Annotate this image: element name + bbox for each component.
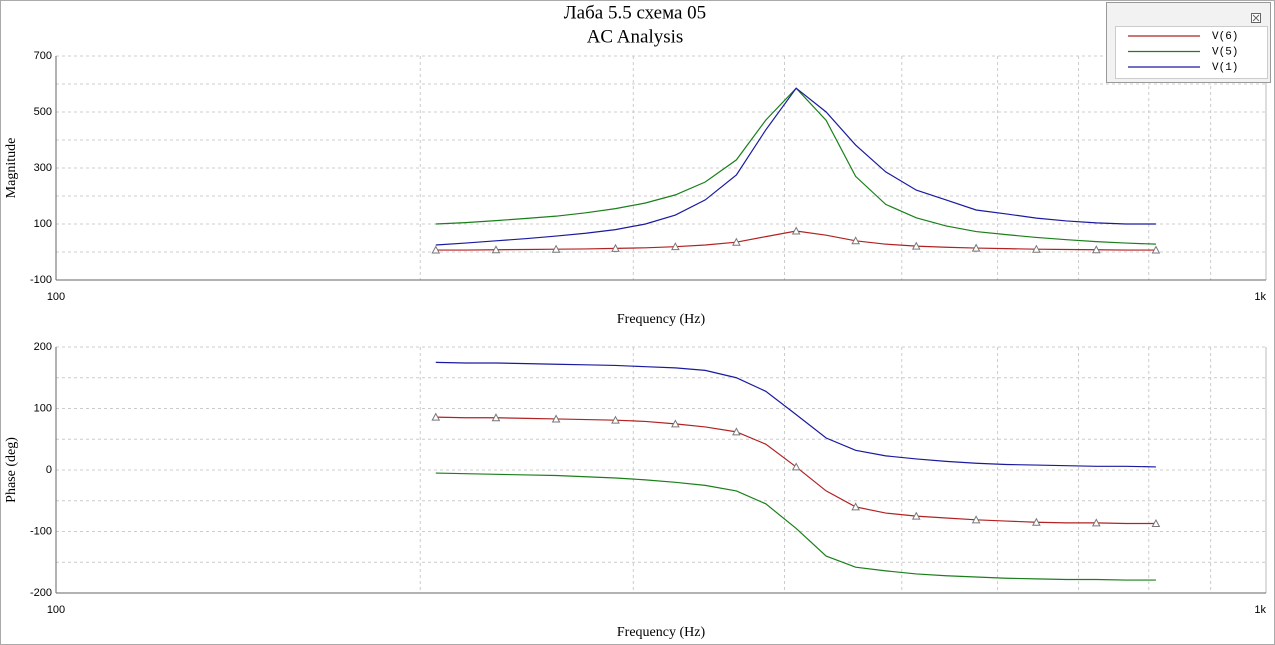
series-marker [551, 414, 561, 423]
series-marker [1032, 244, 1041, 253]
y-axis-label: Phase (deg) [4, 437, 19, 503]
series-marker [491, 245, 501, 254]
y-tick-label: -200 [30, 587, 52, 599]
y-tick-label: 100 [34, 402, 52, 414]
series-marker [732, 427, 741, 436]
series-marker [791, 462, 801, 471]
series-marker [1091, 518, 1101, 527]
y-tick-label: -100 [30, 274, 52, 286]
y-tick-label: 500 [34, 106, 52, 118]
series-marker [791, 226, 801, 235]
y-axis-label: Magnitude [4, 138, 19, 199]
series-marker [971, 243, 981, 252]
series-line [435, 361, 1156, 468]
series-marker [911, 241, 921, 250]
x-axis-label: Frequency (Hz) [617, 625, 706, 640]
series-marker [1091, 245, 1101, 254]
x-axis-label: Frequency (Hz) [617, 312, 706, 327]
legend-close-icon [1252, 14, 1260, 22]
series-marker [1151, 518, 1161, 528]
series-marker [851, 502, 860, 511]
series-marker [491, 413, 501, 422]
x-tick-label: 100 [47, 291, 65, 303]
series-marker [911, 511, 921, 520]
chart-title: Лаба 5.5 схема 05 [564, 2, 706, 23]
series-marker [431, 245, 441, 254]
series-line [435, 87, 1156, 246]
x-tick-label: 1k [1254, 291, 1266, 303]
y-tick-label: 700 [34, 50, 52, 62]
series-marker [1151, 245, 1161, 254]
chart-subtitle: AC Analysis [587, 26, 684, 47]
x-tick-label: 100 [47, 604, 65, 616]
series-marker [611, 415, 620, 424]
series-marker [671, 242, 680, 251]
legend-body [1115, 26, 1268, 79]
y-tick-label: 200 [34, 341, 52, 353]
series-marker [611, 243, 620, 252]
series-marker [732, 237, 741, 246]
y-tick-label: 100 [34, 218, 52, 230]
legend-label: V(6) [1212, 31, 1238, 43]
y-tick-label: -100 [30, 525, 52, 537]
series-marker [851, 236, 860, 245]
series-marker [671, 419, 680, 428]
series-marker [431, 412, 441, 421]
legend-label: V(5) [1212, 46, 1238, 58]
series-marker [551, 244, 561, 253]
legend-label: V(1) [1212, 62, 1238, 74]
series-marker [1032, 517, 1041, 526]
legend: V(6) V(5) V(1) [1106, 2, 1271, 83]
y-tick-label: 0 [46, 464, 52, 476]
series-line [435, 472, 1156, 581]
y-tick-label: 300 [34, 162, 52, 174]
x-tick-label: 1k [1254, 604, 1266, 616]
series-marker [971, 515, 981, 524]
